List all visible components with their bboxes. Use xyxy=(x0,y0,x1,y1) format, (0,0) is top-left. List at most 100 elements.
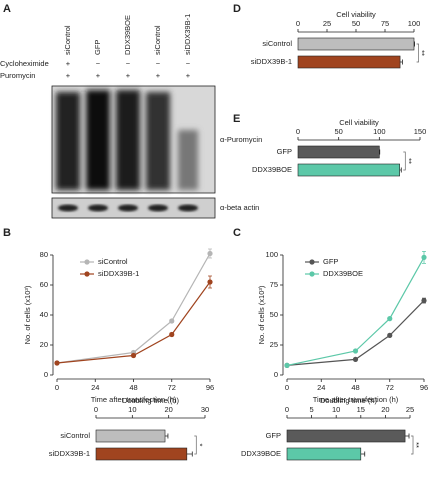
panel-label: A xyxy=(3,3,11,15)
y-tick-label: 40 xyxy=(40,310,48,319)
bar xyxy=(297,163,400,177)
data-point xyxy=(169,318,175,324)
legend-marker xyxy=(84,259,90,265)
series-line xyxy=(56,281,211,364)
x-tick-label: 20 xyxy=(164,405,172,414)
x-axis-label: Time after transfection (h) xyxy=(313,395,399,404)
category-label: siDDX39B-1 xyxy=(251,57,292,66)
chart-title: Doubling time (h) xyxy=(122,396,180,405)
x-tick-label: 100 xyxy=(408,19,421,28)
x-tick-label: 150 xyxy=(414,127,427,136)
x-tick-label: 75 xyxy=(381,19,389,28)
series-line xyxy=(286,257,425,366)
data-point xyxy=(352,356,359,362)
legend-label: GFP xyxy=(323,257,338,266)
x-tick-label: 0 xyxy=(285,383,289,392)
significance-bracket xyxy=(403,151,406,171)
legend-label: siControl xyxy=(98,257,128,266)
significance-label: ** xyxy=(404,158,413,164)
bar xyxy=(95,447,188,461)
x-tick-label: 30 xyxy=(201,405,209,414)
significance-label: ** xyxy=(418,50,427,56)
x-tick-label: 72 xyxy=(386,383,394,392)
x-tick-label: 96 xyxy=(206,383,214,392)
category-label: siDDX39B-1 xyxy=(49,449,90,458)
y-tick-label: 0 xyxy=(274,370,278,379)
antibody-label: α-beta actin xyxy=(220,203,259,212)
category-label: DDX39BOE xyxy=(241,449,281,458)
bar xyxy=(286,429,406,443)
panel-label: C xyxy=(233,227,241,239)
x-tick-label: 50 xyxy=(352,19,360,28)
antibody-label: α-Puromycin xyxy=(220,135,262,144)
data-point xyxy=(284,362,290,368)
y-tick-label: 75 xyxy=(270,280,278,289)
treatment-sign: + xyxy=(156,71,161,80)
legend-marker xyxy=(309,271,315,277)
treatment-sign: − xyxy=(186,59,191,68)
data-point xyxy=(421,298,427,304)
significance-bracket xyxy=(416,43,419,63)
bar xyxy=(297,145,380,159)
treatment-sign: + xyxy=(96,71,101,80)
lane-label: GFP xyxy=(93,40,102,55)
treatment-sign: − xyxy=(156,59,161,68)
x-tick-label: 25 xyxy=(406,405,414,414)
y-tick-label: 25 xyxy=(270,340,278,349)
category-label: GFP xyxy=(277,147,292,156)
legend-label: DDX39BOE xyxy=(323,269,363,278)
data-point xyxy=(387,316,393,322)
panel-label: D xyxy=(233,3,241,15)
panel-label: B xyxy=(3,227,11,239)
treatment-sign: + xyxy=(66,71,71,80)
bar xyxy=(297,55,401,69)
x-tick-label: 24 xyxy=(91,383,99,392)
y-tick-label: 20 xyxy=(40,340,48,349)
data-point xyxy=(421,254,427,260)
x-tick-label: 0 xyxy=(296,127,300,136)
blot-smears xyxy=(56,90,198,190)
error-bar xyxy=(399,167,402,173)
row-label: Cycloheximide xyxy=(0,59,49,68)
legend-marker xyxy=(309,259,315,265)
lane-label: siControl xyxy=(63,25,72,55)
x-tick-label: 100 xyxy=(373,127,386,136)
bar xyxy=(297,37,415,51)
y-axis-label: No. of cells (x10³) xyxy=(257,285,266,344)
x-tick-label: 25 xyxy=(323,19,331,28)
x-tick-label: 96 xyxy=(420,383,428,392)
x-tick-label: 50 xyxy=(334,127,342,136)
x-tick-label: 0 xyxy=(94,405,98,414)
data-point xyxy=(207,279,213,285)
legend-marker xyxy=(84,271,90,277)
error-bar xyxy=(414,41,415,47)
treatment-sign: + xyxy=(66,59,71,68)
y-tick-label: 60 xyxy=(40,280,48,289)
data-point xyxy=(352,348,359,354)
x-tick-label: 5 xyxy=(310,405,314,414)
significance-label: * xyxy=(195,444,204,447)
data-point xyxy=(169,331,175,338)
category-label: GFP xyxy=(266,431,281,440)
error-bar xyxy=(400,59,403,65)
y-tick-label: 80 xyxy=(40,250,48,259)
category-label: siControl xyxy=(262,39,292,48)
chart-title: Doubling time (h) xyxy=(320,396,378,405)
y-axis-label: No. of cells (x10³) xyxy=(23,285,32,344)
actin-bands xyxy=(58,204,198,212)
chart-title: Cell viability xyxy=(336,10,376,19)
x-tick-label: 20 xyxy=(381,405,389,414)
error-bar xyxy=(186,451,193,457)
x-tick-label: 0 xyxy=(285,405,289,414)
error-bar xyxy=(360,451,366,457)
lane-label: siDDX39B-1 xyxy=(183,14,192,55)
x-tick-label: 10 xyxy=(332,405,340,414)
significance-bracket xyxy=(411,435,414,455)
error-bar xyxy=(165,433,169,439)
significance-label: ** xyxy=(412,442,421,448)
x-tick-label: 72 xyxy=(168,383,176,392)
bar xyxy=(95,429,166,443)
x-tick-label: 48 xyxy=(129,383,137,392)
data-point xyxy=(54,360,60,366)
panel-label: E xyxy=(233,113,240,125)
